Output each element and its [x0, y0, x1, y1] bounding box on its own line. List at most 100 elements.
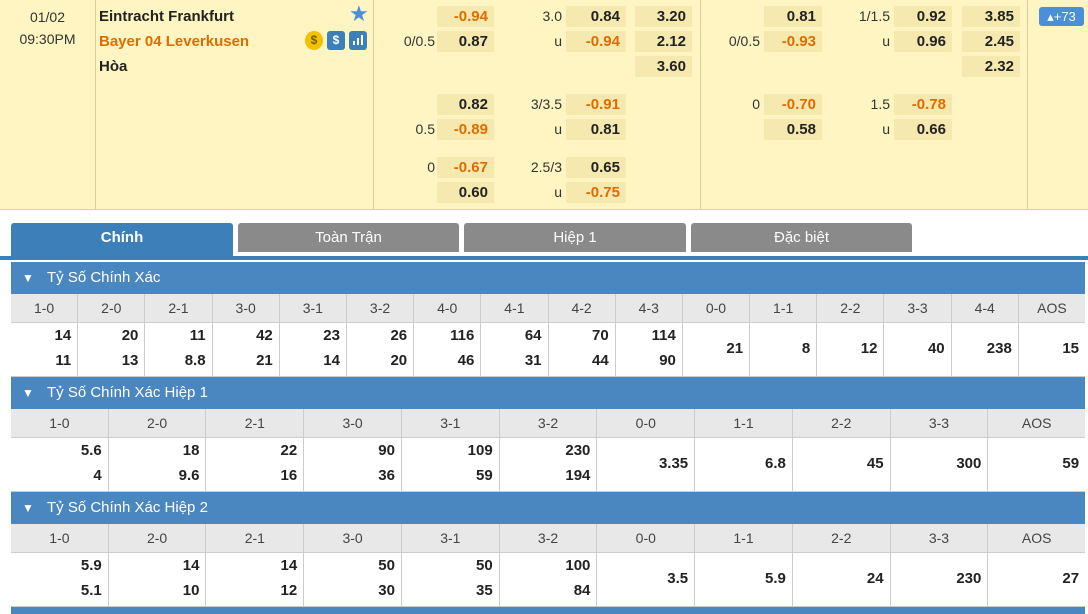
odds-cell[interactable]: -0.93 — [764, 31, 822, 52]
tab-hiep-1[interactable]: Hiệp 1 — [464, 223, 686, 252]
odds-value[interactable]: 12 — [280, 582, 298, 599]
chevron-down-icon[interactable]: ▼ — [22, 386, 34, 400]
odds-value[interactable]: 16 — [280, 467, 298, 484]
odds-value[interactable]: 8.8 — [184, 352, 206, 369]
odds-value[interactable]: 5.6 — [80, 442, 102, 459]
odds-value[interactable]: 4 — [93, 467, 102, 484]
odds-cell[interactable]: 3.20 — [635, 6, 692, 27]
odds-cell[interactable]: 0.65 — [566, 157, 626, 178]
odds-value[interactable]: 70 — [592, 327, 609, 344]
odds-cell[interactable]: 2.12 — [635, 31, 692, 52]
chevron-down-icon[interactable]: ▼ — [22, 501, 34, 515]
odds-value[interactable]: 300 — [956, 455, 982, 472]
odds-cell[interactable]: -0.89 — [437, 119, 494, 140]
odds-value[interactable]: 59 — [475, 467, 493, 484]
odds-value[interactable]: 59 — [1062, 455, 1080, 472]
tab-toan-tran[interactable]: Toàn Trận — [238, 223, 459, 252]
odds-value[interactable]: 3.35 — [658, 455, 689, 472]
odds-value[interactable]: 84 — [573, 582, 591, 599]
odds-value[interactable]: 14 — [54, 327, 72, 344]
favorite-star-icon[interactable]: ★ — [349, 1, 369, 26]
odds-value[interactable]: 90 — [659, 352, 676, 369]
odds-value[interactable]: 14 — [323, 352, 340, 369]
odds-cell[interactable]: -0.91 — [566, 94, 626, 115]
odds-cell[interactable]: 0.58 — [764, 119, 822, 140]
odds-value[interactable]: 30 — [378, 582, 395, 599]
odds-cell[interactable]: 3.60 — [635, 56, 692, 77]
odds-cell[interactable]: 0.60 — [437, 182, 494, 203]
odds-value[interactable]: 45 — [866, 455, 884, 472]
odds-cell[interactable]: 0.92 — [894, 6, 952, 27]
odds-value[interactable]: 109 — [467, 442, 493, 459]
odds-value[interactable]: 50 — [475, 557, 493, 574]
odds-value[interactable]: 5.1 — [80, 582, 102, 599]
odds-value[interactable]: 23 — [323, 327, 340, 344]
odds-cell[interactable]: 0.96 — [894, 31, 952, 52]
tab-dac-biet[interactable]: Đặc biệt — [691, 223, 912, 252]
odds-value[interactable]: 26 — [390, 327, 408, 344]
section-header[interactable]: ▼ Tỷ Số Chính Xác — [11, 262, 1085, 294]
section-header[interactable]: ▼ Tỷ Số Chính Xác Hiệp 2 — [11, 492, 1085, 524]
odds-cell[interactable]: 0.81 — [764, 6, 822, 27]
odds-value[interactable]: 44 — [592, 352, 609, 369]
odds-value[interactable]: 36 — [378, 467, 395, 484]
money-icon[interactable]: $ — [305, 31, 323, 50]
odds-value[interactable]: 14 — [182, 557, 200, 574]
odds-value[interactable]: 12 — [860, 340, 878, 357]
odds-value[interactable]: 13 — [121, 352, 139, 369]
odds-value[interactable]: 64 — [524, 327, 542, 344]
odds-value[interactable]: 22 — [280, 442, 298, 459]
odds-cell[interactable]: 0.66 — [894, 119, 952, 140]
odds-value[interactable]: 14 — [280, 557, 298, 574]
odds-cell[interactable]: -0.94 — [437, 6, 494, 27]
odds-value[interactable]: 21 — [256, 352, 273, 369]
stats-icon[interactable] — [349, 31, 367, 50]
odds-value[interactable]: 21 — [726, 340, 744, 357]
odds-cell[interactable]: 2.45 — [962, 31, 1020, 52]
home-team[interactable]: Eintracht Frankfurt — [99, 8, 235, 25]
more-markets-button[interactable]: ▴+73 — [1039, 7, 1084, 26]
odds-value[interactable]: 15 — [1062, 340, 1079, 357]
dollar-icon[interactable]: $ — [327, 31, 345, 50]
odds-cell[interactable]: 0.82 — [437, 94, 494, 115]
odds-value[interactable]: 42 — [256, 327, 273, 344]
section-header[interactable]: ▼ Tỷ Số Chính Xác Hiệp 1 — [11, 377, 1085, 409]
odds-value[interactable]: 5.9 — [765, 570, 786, 587]
odds-value[interactable]: 116 — [450, 327, 475, 344]
odds-cell[interactable]: -0.94 — [566, 31, 626, 52]
odds-value[interactable]: 35 — [475, 582, 493, 599]
odds-cell[interactable]: 0.87 — [437, 31, 494, 52]
odds-value[interactable]: 6.8 — [765, 455, 786, 472]
chevron-down-icon[interactable]: ▼ — [22, 271, 34, 285]
odds-value[interactable]: 8 — [801, 340, 811, 357]
tab-chinh[interactable]: Chính — [11, 223, 233, 256]
odds-value[interactable]: 20 — [121, 327, 139, 344]
odds-value[interactable]: 114 — [651, 327, 676, 344]
odds-cell[interactable]: -0.78 — [894, 94, 952, 115]
odds-value[interactable]: 194 — [565, 467, 591, 484]
odds-value[interactable]: 11 — [189, 327, 206, 344]
odds-value[interactable]: 100 — [565, 557, 591, 574]
odds-value[interactable]: 3.5 — [667, 570, 689, 587]
odds-value[interactable]: 18 — [182, 442, 200, 459]
odds-cell[interactable]: 0.84 — [566, 6, 626, 27]
odds-value[interactable]: 24 — [866, 570, 884, 587]
odds-value[interactable]: 40 — [927, 340, 945, 357]
odds-cell[interactable]: 3.85 — [962, 6, 1020, 27]
odds-value[interactable]: 9.6 — [178, 467, 200, 484]
odds-value[interactable]: 90 — [378, 442, 395, 459]
odds-value[interactable]: 46 — [457, 352, 475, 369]
odds-cell[interactable]: 2.32 — [962, 56, 1020, 77]
odds-value[interactable]: 10 — [182, 582, 200, 599]
odds-value[interactable]: 230 — [956, 570, 982, 587]
odds-value[interactable]: 230 — [565, 442, 591, 459]
odds-cell[interactable]: 0.81 — [566, 119, 626, 140]
odds-cell[interactable]: -0.70 — [764, 94, 822, 115]
odds-value[interactable]: 20 — [390, 352, 408, 369]
odds-value[interactable]: 50 — [378, 557, 395, 574]
odds-value[interactable]: 31 — [524, 352, 542, 369]
odds-value[interactable]: 5.9 — [80, 557, 102, 574]
odds-cell[interactable]: -0.67 — [437, 157, 494, 178]
odds-value[interactable]: 27 — [1062, 570, 1080, 587]
odds-cell[interactable]: -0.75 — [566, 182, 626, 203]
